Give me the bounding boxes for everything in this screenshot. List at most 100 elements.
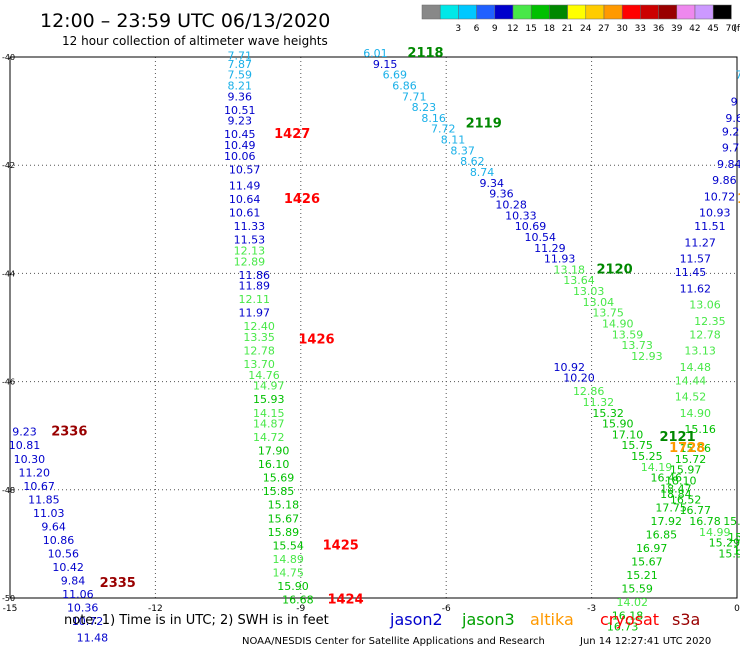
wave-height-point: 16.46 [650, 472, 682, 485]
footer-note: note: 1) Time is in UTC; 2) SWH is in fe… [64, 613, 329, 628]
wave-height-point: 9.84 [61, 574, 86, 587]
wave-height-point: 15.29 [709, 537, 740, 550]
wave-height-point: 17.92 [650, 515, 682, 528]
wave-height-point: 14.15 [253, 407, 285, 420]
wave-height-point: 13.70 [243, 358, 275, 371]
wave-height-point: 12.93 [631, 350, 663, 363]
wave-height-point: 10.20 [563, 372, 595, 385]
wave-height-point: 13.59 [612, 328, 644, 341]
scale-tick-label: 18 [544, 24, 556, 34]
wave-height-point: 7.71 [227, 50, 252, 63]
wave-height-point: 10.36 [67, 602, 99, 615]
y-tick-label: -46 [2, 378, 15, 387]
wave-height-point: 11.03 [33, 507, 65, 520]
wave-height-point: 10.54 [524, 231, 556, 244]
wave-height-point: 11.89 [239, 280, 271, 293]
wave-height-point: 13.73 [621, 339, 653, 352]
y-tick-label: -44 [2, 269, 15, 278]
wave-height-point: 15.75 [621, 439, 653, 452]
x-tick-label: -9 [296, 604, 305, 614]
wave-height-point: 16.68 [282, 593, 314, 606]
wave-height-point: 16.78 [689, 515, 721, 528]
scale-swatch [458, 4, 477, 20]
wave-height-point: 14.89 [272, 553, 304, 566]
scale-tick-label: 30 [616, 24, 628, 34]
wave-height-point: 10.56 [48, 547, 80, 560]
wave-height-point: 15.97 [670, 464, 702, 477]
wave-height-point: 12.78 [689, 328, 721, 341]
wave-height-point: 15.90 [718, 547, 740, 560]
wave-height-point: 16.52 [670, 493, 702, 506]
wave-height-point: 16.47 [733, 545, 740, 558]
wave-height-point: 11.53 [234, 234, 266, 247]
wave-height-point: 15.25 [631, 450, 663, 463]
wave-height-point: 12.11 [239, 293, 271, 306]
plot-frame [9, 56, 738, 599]
scale-swatch [640, 4, 659, 20]
x-tick-label: -3 [587, 604, 596, 614]
wave-height-point: 10.51 [224, 104, 256, 117]
track-time-label: 2336 [51, 425, 87, 440]
wave-height-point: 14.52 [675, 391, 707, 404]
wave-height-point: 9.15 [373, 58, 398, 71]
wave-height-point: 10.30 [14, 453, 46, 466]
wave-height-point: 11.86 [239, 269, 271, 282]
wave-height-point: 13.75 [592, 307, 624, 320]
wave-height-point: 10.64 [229, 193, 261, 206]
wave-height-point: 16.10 [258, 458, 290, 471]
wave-height-point: 10.92 [554, 361, 586, 374]
legend-entry-s3a: s3a [672, 610, 700, 629]
wave-height-point: 9.86 [712, 174, 737, 187]
scale-swatch [530, 4, 550, 20]
wave-height-point: 15.18 [268, 499, 300, 512]
wave-height-point: 11.33 [234, 220, 266, 233]
wave-height-point: 15.21 [626, 569, 658, 582]
chart-subtitle: 12 hour collection of altimeter wave hei… [62, 34, 328, 48]
scale-swatch [421, 4, 441, 20]
wave-height-point: 9.84 [717, 158, 740, 171]
wave-height-point: 7.59 [227, 69, 252, 82]
wave-height-point: 10.57 [229, 163, 261, 176]
wave-height-point: 11.93 [544, 253, 576, 266]
wave-height-point: 18.10 [665, 474, 697, 487]
scale-tick-label: 21 [562, 24, 573, 34]
wave-height-point: 18.47 [660, 483, 692, 496]
wave-height-point: 15.12 [723, 515, 740, 528]
wave-height-point: 17.10 [612, 428, 644, 441]
x-tick-label: -6 [442, 604, 451, 614]
wave-height-point: 11.48 [77, 631, 109, 644]
scale-swatch [712, 4, 732, 20]
y-tick-labels: -40 -42 -44 -46 -48 -50 [2, 53, 15, 603]
wave-height-point: 10.72 [704, 190, 736, 203]
wave-height-point: 11.97 [239, 307, 271, 320]
wave-height-point: 14.48 [680, 361, 712, 374]
scale-tick-label: 6 [474, 24, 480, 34]
wave-height-point: 9.64 [41, 520, 66, 533]
wave-height-point: 14.90 [602, 318, 634, 331]
wave-height-point: 11.45 [675, 266, 707, 279]
wave-height-point: 15.91 [728, 531, 740, 544]
wave-height-point: 12.86 [573, 385, 605, 398]
wave-height-point: 9.6 [725, 112, 740, 125]
wave-height-point: 12.13 [234, 244, 266, 257]
wave-height-point: 7.72 [431, 123, 456, 136]
wave-height-point: 14.44 [675, 374, 707, 387]
scale-swatch [494, 4, 514, 20]
wave-height-point: 17.90 [258, 445, 290, 458]
wave-height-point: 15.72 [675, 453, 707, 466]
track-time-label: 1426 [298, 333, 334, 348]
wave-height-point: 9.36 [489, 188, 514, 201]
wave-height-point: 16.18 [612, 610, 644, 623]
y-tick-label: -48 [2, 486, 15, 495]
wave-height-point: 14.02 [617, 596, 649, 609]
wave-height-point: 9.29 [722, 125, 740, 138]
scale-tick-label: 27 [598, 24, 609, 34]
scale-swatch [621, 4, 641, 20]
scale-swatch [512, 4, 532, 20]
wave-height-point: 14.72 [253, 431, 285, 444]
track-time-label: 2335 [100, 576, 136, 591]
track-time-label: 2118 [407, 46, 443, 61]
y-tick-label: -40 [2, 53, 15, 62]
